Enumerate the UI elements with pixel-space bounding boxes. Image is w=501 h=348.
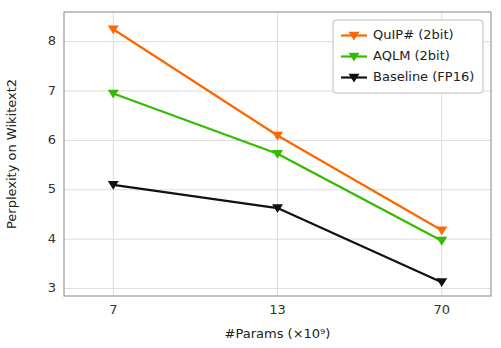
point [108, 25, 119, 34]
point [108, 90, 119, 99]
point [436, 226, 447, 235]
x-tick-label: 70 [433, 302, 450, 317]
legend-label: Baseline (FP16) [373, 69, 474, 84]
y-tick-label: 3 [48, 280, 56, 295]
legend-label: AQLM (2bit) [373, 48, 450, 63]
x-axis-label: #Params (×10⁹) [225, 326, 331, 341]
x-tick-label: 7 [109, 302, 117, 317]
y-tick-label: 5 [48, 181, 56, 196]
point [272, 150, 283, 159]
y-tick-label: 6 [48, 132, 56, 147]
legend-marker [349, 74, 360, 83]
y-tick-label: 7 [48, 83, 56, 98]
point [272, 132, 283, 141]
point [108, 181, 119, 190]
y-tick-label: 4 [48, 231, 56, 246]
chart: 3 4 5 6 7 8 7 13 70 #Params (×10⁹) Perplexity on W… [0, 0, 501, 348]
legend-marker [349, 32, 360, 41]
plot-frame [64, 12, 491, 296]
legend-label: QuIP# (2bit) [373, 27, 454, 42]
y-tick-label: 8 [48, 33, 56, 48]
point [436, 237, 447, 246]
series-line [113, 185, 441, 282]
x-tick-label: 13 [269, 302, 286, 317]
grid [64, 12, 491, 296]
y-axis-label: Perplexity on Wikitext2 [4, 79, 19, 229]
legend-marker [349, 53, 360, 62]
legend-box [333, 20, 483, 93]
point [272, 204, 283, 213]
grid-line [113, 12, 114, 296]
legend: QuIP# (2bit) AQLM (2bit) Baseline (FP16) [333, 20, 483, 93]
series-line [113, 93, 441, 240]
point [436, 278, 447, 287]
